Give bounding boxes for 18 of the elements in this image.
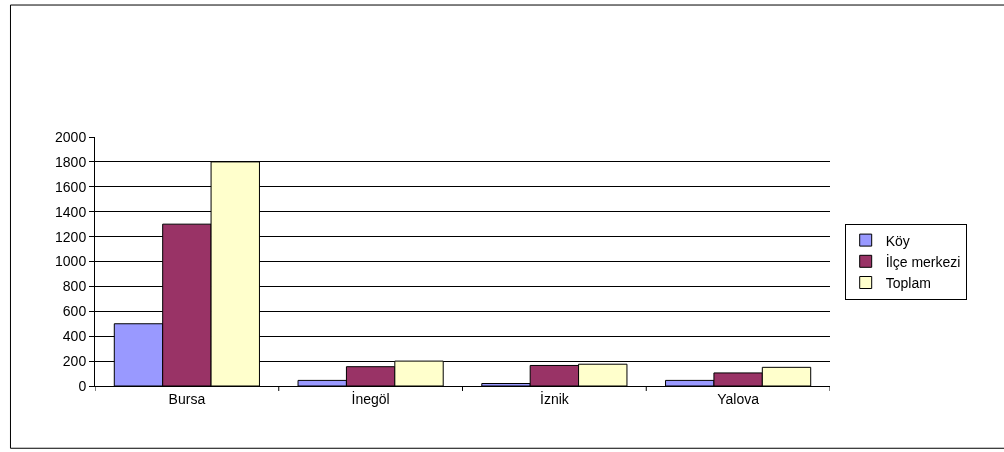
y-tick-label: 0 bbox=[78, 377, 87, 394]
x-tick-label: İnegöl bbox=[351, 389, 390, 407]
y-tick-label: 800 bbox=[62, 278, 87, 295]
y-tick-label: 1800 bbox=[55, 153, 87, 170]
y-tick-label: 1400 bbox=[55, 203, 87, 220]
x-tick-label: Bursa bbox=[168, 390, 206, 407]
y-tick-label: 1600 bbox=[55, 178, 87, 195]
x-tick-label: İznik bbox=[539, 389, 570, 407]
y-tick-label: 1200 bbox=[55, 228, 87, 245]
x-tick-label: Yalova bbox=[717, 390, 760, 407]
legend-label: Toplam bbox=[885, 274, 931, 291]
y-tick-label: 1000 bbox=[55, 253, 87, 270]
y-tick-label: 2000 bbox=[55, 128, 87, 145]
legend-label: Köy bbox=[885, 232, 910, 249]
legend-label: İlçe merkezi bbox=[885, 252, 961, 270]
y-tick-label: 600 bbox=[62, 303, 87, 320]
y-tick-label: 200 bbox=[62, 353, 87, 369]
y-tick-label: 400 bbox=[62, 328, 87, 345]
